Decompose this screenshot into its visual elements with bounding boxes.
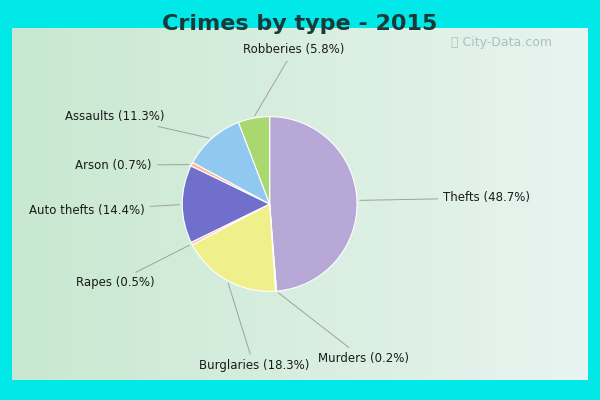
Wedge shape — [269, 117, 357, 291]
Text: Thefts (48.7%): Thefts (48.7%) — [360, 192, 530, 204]
Wedge shape — [193, 204, 275, 291]
Text: Burglaries (18.3%): Burglaries (18.3%) — [199, 283, 309, 372]
Wedge shape — [238, 117, 269, 204]
Text: Auto thefts (14.4%): Auto thefts (14.4%) — [29, 204, 179, 216]
Wedge shape — [191, 204, 269, 245]
Wedge shape — [182, 166, 269, 242]
Text: Robberies (5.8%): Robberies (5.8%) — [243, 43, 344, 116]
Text: Assaults (11.3%): Assaults (11.3%) — [65, 110, 209, 138]
Wedge shape — [193, 122, 269, 204]
Text: Arson (0.7%): Arson (0.7%) — [76, 159, 189, 172]
Text: Murders (0.2%): Murders (0.2%) — [278, 293, 409, 365]
Text: Rapes (0.5%): Rapes (0.5%) — [76, 245, 190, 289]
Wedge shape — [191, 162, 269, 204]
Text: Crimes by type - 2015: Crimes by type - 2015 — [163, 14, 437, 34]
Wedge shape — [269, 204, 277, 291]
Text: ⓘ City-Data.com: ⓘ City-Data.com — [451, 36, 552, 49]
